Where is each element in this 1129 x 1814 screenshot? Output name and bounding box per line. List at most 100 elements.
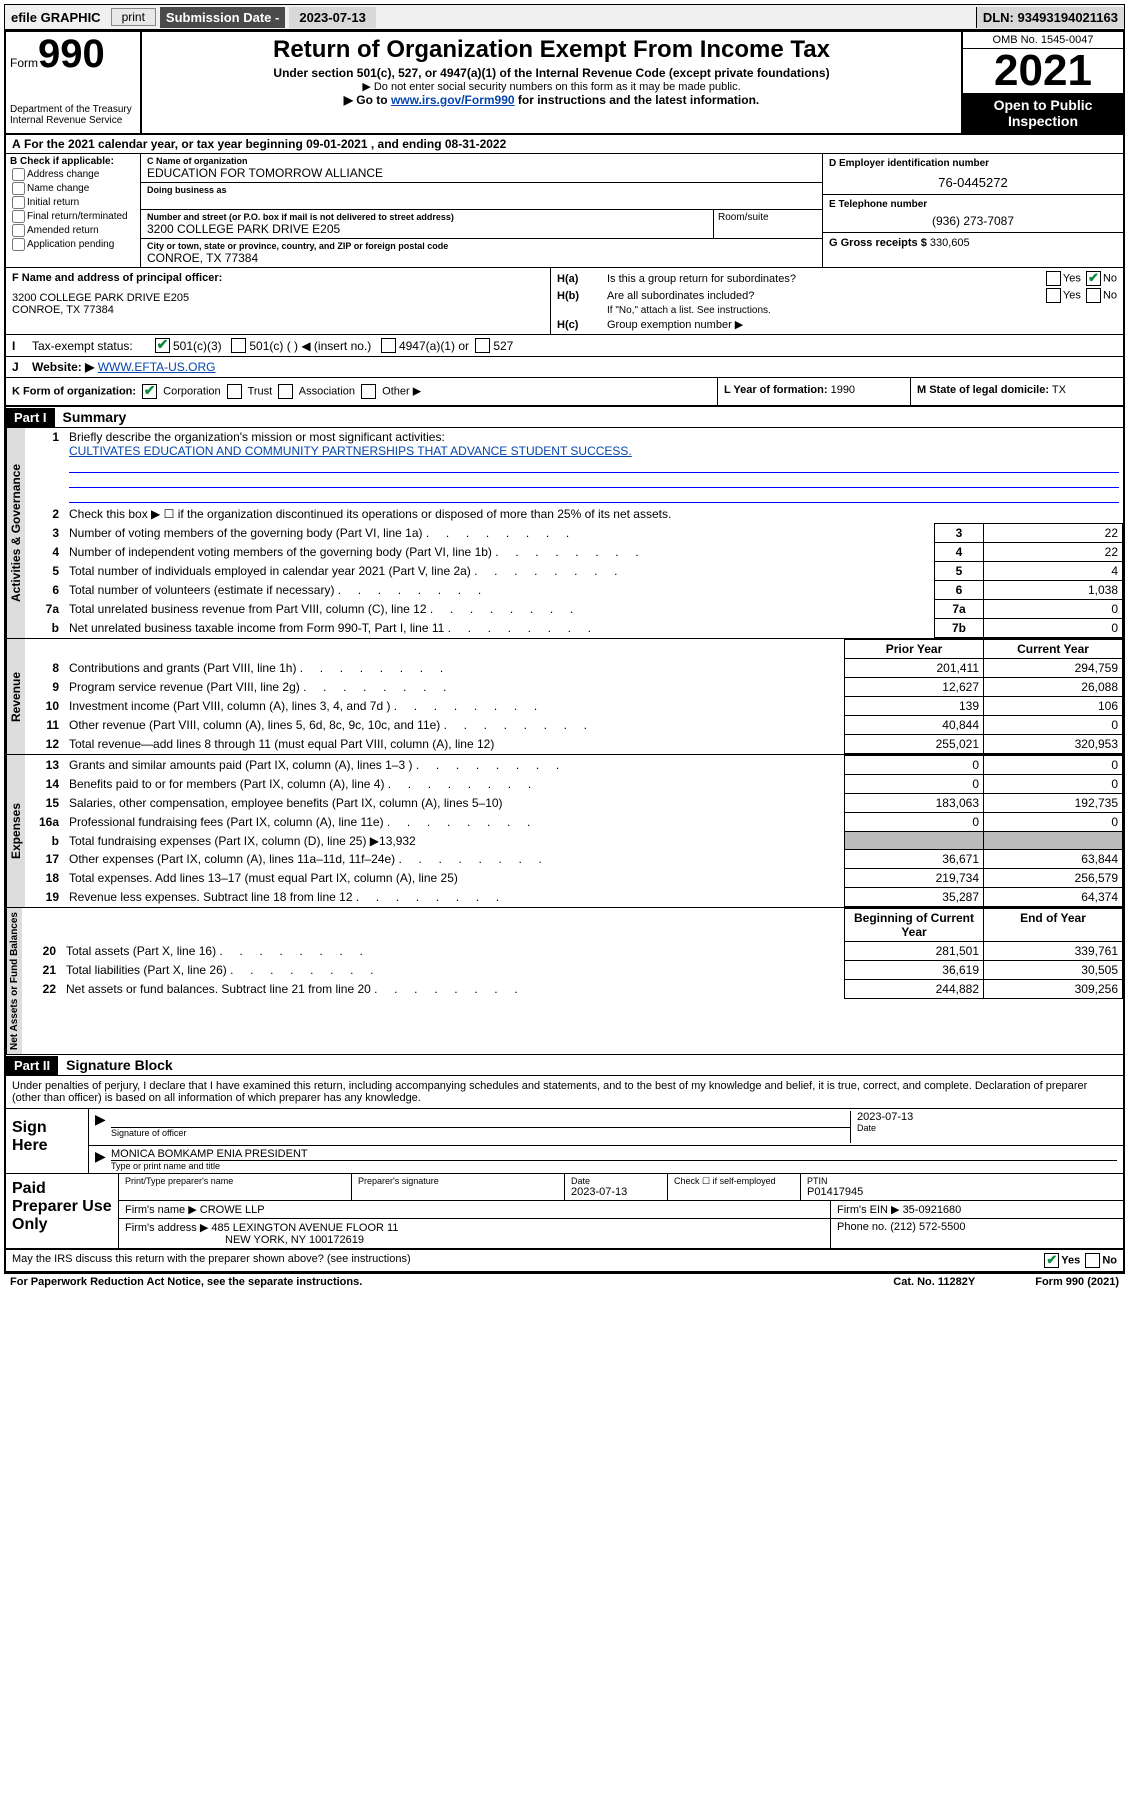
- ein-value: 76-0445272: [829, 169, 1117, 190]
- dept-label: Department of the Treasury: [10, 104, 136, 115]
- paperwork-notice: For Paperwork Reduction Act Notice, see …: [10, 1276, 893, 1288]
- curr-19: 64,374: [984, 888, 1123, 907]
- street-address: 3200 COLLEGE PARK DRIVE E205: [147, 222, 707, 236]
- form-title: Return of Organization Exempt From Incom…: [146, 36, 957, 64]
- self-employed-check[interactable]: Check ☐ if self-employed: [668, 1174, 801, 1200]
- print-button[interactable]: print: [111, 8, 156, 26]
- val-6: 1,038: [984, 581, 1123, 600]
- discuss-no[interactable]: [1085, 1253, 1100, 1268]
- curr-14: 0: [984, 775, 1123, 794]
- val-3: 22: [984, 524, 1123, 543]
- ha-yes[interactable]: [1046, 271, 1061, 286]
- cb-final-return[interactable]: Final return/terminated: [10, 210, 136, 223]
- dln-value: DLN: 93493194021163: [976, 7, 1124, 28]
- open-public-badge: Open to Public Inspection: [963, 93, 1123, 133]
- form-year-footer: Form 990 (2021): [1035, 1276, 1119, 1288]
- firm-name: CROWE LLP: [200, 1204, 265, 1216]
- section-deg-block: D Employer identification number 76-0445…: [822, 154, 1123, 267]
- beg-20: 281,501: [845, 942, 984, 961]
- curr-9: 26,088: [984, 678, 1123, 697]
- cb-trust[interactable]: [227, 384, 242, 399]
- cb-address-change[interactable]: Address change: [10, 168, 136, 181]
- prior-8: 201,411: [845, 659, 984, 678]
- signature-declaration: Under penalties of perjury, I declare th…: [6, 1076, 1123, 1109]
- officer-addr2: CONROE, TX 77384: [12, 304, 544, 316]
- sign-here-label: Sign Here: [6, 1109, 88, 1173]
- section-k: K Form of organization: Corporation Trus…: [6, 378, 717, 405]
- form-container: Form 990 Department of the Treasury Inte…: [4, 30, 1125, 1274]
- prior-10: 139: [845, 697, 984, 716]
- cb-initial-return[interactable]: Initial return: [10, 196, 136, 209]
- section-h-block: H(a) Is this a group return for subordin…: [551, 268, 1123, 334]
- val-5: 4: [984, 562, 1123, 581]
- efile-label: efile GRAPHIC: [5, 10, 107, 25]
- sig-date: 2023-07-13: [857, 1111, 1117, 1123]
- officer-addr1: 3200 COLLEGE PARK DRIVE E205: [12, 292, 544, 304]
- irs-label: Internal Revenue Service: [10, 115, 136, 126]
- firm-phone: (212) 572-5500: [890, 1221, 965, 1233]
- hb-yes[interactable]: [1046, 288, 1061, 303]
- room-suite-label: Room/suite: [714, 210, 822, 238]
- curr-15: 192,735: [984, 794, 1123, 813]
- form-number: 990: [38, 34, 105, 74]
- arrow-icon: ▶: [95, 1111, 111, 1143]
- part1-title: Summary: [55, 407, 135, 427]
- sidetab-expenses: Expenses: [6, 755, 25, 907]
- discuss-yes[interactable]: [1044, 1253, 1059, 1268]
- val-7b: 0: [984, 619, 1123, 638]
- irs-link[interactable]: www.irs.gov/Form990: [391, 93, 515, 107]
- prior-18: 219,734: [845, 869, 984, 888]
- curr-18: 256,579: [984, 869, 1123, 888]
- phone-value: (936) 273-7087: [829, 210, 1117, 228]
- cb-501c[interactable]: [231, 338, 246, 353]
- cb-application[interactable]: Application pending: [10, 238, 136, 251]
- curr-12: 320,953: [984, 735, 1123, 754]
- cb-4947[interactable]: [381, 338, 396, 353]
- subtitle-1: Under section 501(c), 527, or 4947(a)(1)…: [146, 66, 957, 80]
- website-link[interactable]: WWW.EFTA-US.ORG: [98, 360, 216, 374]
- hb-no[interactable]: [1086, 288, 1101, 303]
- form-id-box: Form 990 Department of the Treasury Inte…: [6, 32, 142, 133]
- cb-527[interactable]: [475, 338, 490, 353]
- prior-13: 0: [845, 756, 984, 775]
- section-m: M State of legal domicile: TX: [910, 378, 1123, 405]
- section-c-block: C Name of organization EDUCATION FOR TOM…: [141, 154, 822, 267]
- val-7a: 0: [984, 600, 1123, 619]
- cb-assoc[interactable]: [278, 384, 293, 399]
- firm-addr1: 485 LEXINGTON AVENUE FLOOR 11: [211, 1222, 398, 1234]
- cb-other[interactable]: [361, 384, 376, 399]
- cb-amended[interactable]: Amended return: [10, 224, 136, 237]
- tax-year: 2021: [963, 49, 1123, 93]
- cat-no: Cat. No. 11282Y: [893, 1276, 975, 1288]
- curr-8: 294,759: [984, 659, 1123, 678]
- form-word: Form: [10, 56, 38, 70]
- firm-ein: 35-0921680: [903, 1204, 962, 1216]
- prior-17: 36,671: [845, 850, 984, 869]
- paid-preparer-label: Paid Preparer Use Only: [6, 1174, 119, 1248]
- part2-header: Part II: [6, 1056, 58, 1075]
- ha-no[interactable]: [1086, 271, 1101, 286]
- sidetab-revenue: Revenue: [6, 639, 25, 754]
- cb-name-change[interactable]: Name change: [10, 182, 136, 195]
- sidetab-netassets: Net Assets or Fund Balances: [6, 908, 22, 1054]
- end-22: 309,256: [984, 980, 1123, 999]
- cb-corp[interactable]: [142, 384, 157, 399]
- val-4: 22: [984, 543, 1123, 562]
- part2-title: Signature Block: [58, 1055, 181, 1075]
- submission-label: Submission Date -: [160, 7, 285, 28]
- mission-link[interactable]: CULTIVATES EDUCATION AND COMMUNITY PARTN…: [69, 444, 632, 458]
- part1-header: Part I: [6, 408, 55, 427]
- arrow-icon: ▶: [95, 1148, 111, 1171]
- section-b-checkboxes: B Check if applicable: Address change Na…: [6, 154, 141, 267]
- gross-receipts: 330,605: [930, 237, 970, 249]
- subtitle-3: ▶ Go to www.irs.gov/Form990 for instruct…: [146, 93, 957, 107]
- curr-13: 0: [984, 756, 1123, 775]
- title-box: Return of Organization Exempt From Incom…: [142, 32, 961, 133]
- prior-9: 12,627: [845, 678, 984, 697]
- org-name: EDUCATION FOR TOMORROW ALLIANCE: [147, 166, 816, 180]
- city-state-zip: CONROE, TX 77384: [147, 251, 816, 265]
- prior-11: 40,844: [845, 716, 984, 735]
- prior-15: 183,063: [845, 794, 984, 813]
- section-f-officer: F Name and address of principal officer:…: [6, 268, 551, 334]
- cb-501c3[interactable]: [155, 338, 170, 353]
